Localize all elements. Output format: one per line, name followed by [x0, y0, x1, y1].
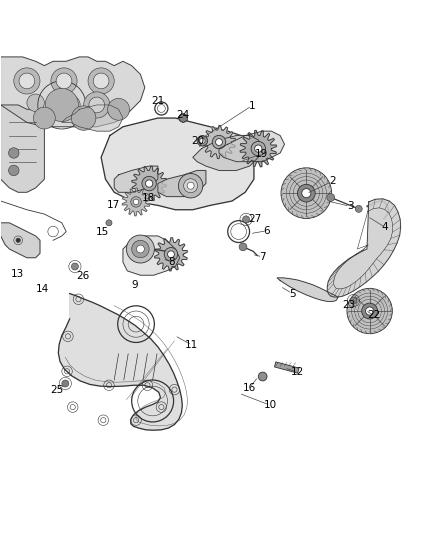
Text: 21: 21	[151, 96, 165, 107]
Text: 16: 16	[243, 383, 256, 393]
Polygon shape	[123, 236, 180, 275]
Polygon shape	[114, 166, 158, 192]
Circle shape	[187, 182, 194, 189]
Circle shape	[45, 88, 78, 122]
Circle shape	[212, 135, 226, 149]
Circle shape	[168, 251, 174, 257]
Text: 14: 14	[35, 284, 49, 294]
Polygon shape	[101, 118, 254, 210]
Circle shape	[281, 168, 332, 219]
Text: 25: 25	[50, 385, 63, 394]
Circle shape	[14, 68, 40, 94]
Circle shape	[243, 216, 250, 223]
Circle shape	[127, 235, 154, 263]
Circle shape	[200, 138, 205, 143]
Circle shape	[9, 165, 19, 176]
Text: 5: 5	[289, 288, 296, 298]
Circle shape	[327, 193, 335, 201]
Circle shape	[61, 95, 80, 115]
Text: 20: 20	[191, 136, 205, 146]
Circle shape	[19, 73, 35, 89]
Circle shape	[347, 288, 392, 334]
Circle shape	[215, 139, 223, 146]
Text: 12: 12	[291, 367, 304, 377]
Text: 1: 1	[248, 101, 255, 111]
Circle shape	[251, 141, 265, 156]
Circle shape	[108, 99, 130, 120]
Circle shape	[106, 220, 112, 226]
Circle shape	[71, 263, 78, 270]
Text: 2: 2	[329, 176, 336, 187]
Circle shape	[164, 247, 178, 261]
Circle shape	[254, 145, 262, 152]
Circle shape	[27, 94, 44, 111]
Polygon shape	[1, 105, 44, 192]
Circle shape	[88, 68, 114, 94]
Circle shape	[184, 179, 198, 193]
Text: 6: 6	[264, 225, 270, 236]
Polygon shape	[1, 223, 40, 258]
Polygon shape	[1, 57, 145, 127]
Polygon shape	[158, 171, 206, 197]
Polygon shape	[58, 294, 182, 430]
Text: 27: 27	[248, 214, 261, 224]
Circle shape	[56, 73, 72, 89]
Text: 3: 3	[346, 201, 353, 211]
Circle shape	[16, 238, 20, 243]
Polygon shape	[219, 131, 285, 161]
Circle shape	[133, 199, 139, 205]
Circle shape	[93, 73, 109, 89]
Text: 15: 15	[95, 228, 109, 237]
Text: 17: 17	[107, 199, 120, 209]
Polygon shape	[122, 188, 150, 216]
Circle shape	[179, 114, 187, 123]
Circle shape	[297, 184, 315, 202]
Circle shape	[355, 205, 362, 212]
Text: 4: 4	[381, 222, 388, 232]
Polygon shape	[240, 131, 276, 167]
Text: 13: 13	[11, 269, 24, 279]
Text: 18: 18	[141, 192, 155, 203]
Polygon shape	[193, 135, 263, 171]
Polygon shape	[62, 105, 123, 131]
Polygon shape	[132, 166, 166, 201]
Text: 19: 19	[255, 149, 268, 159]
Polygon shape	[277, 278, 338, 302]
Circle shape	[197, 135, 208, 146]
Circle shape	[350, 297, 357, 304]
Polygon shape	[202, 125, 236, 159]
Bar	[275, 362, 299, 373]
Text: 10: 10	[264, 400, 277, 410]
Circle shape	[84, 92, 110, 118]
Circle shape	[142, 176, 156, 191]
Text: 7: 7	[259, 252, 266, 262]
Text: 23: 23	[343, 300, 356, 310]
Polygon shape	[155, 238, 187, 271]
Circle shape	[239, 243, 247, 251]
Text: 24: 24	[177, 110, 190, 119]
Circle shape	[137, 245, 145, 253]
Circle shape	[71, 106, 96, 130]
Circle shape	[362, 303, 378, 319]
Circle shape	[366, 307, 374, 315]
Text: 9: 9	[132, 280, 138, 290]
Circle shape	[132, 240, 149, 258]
Circle shape	[178, 174, 203, 198]
Circle shape	[62, 380, 69, 387]
Text: 26: 26	[76, 271, 89, 281]
Circle shape	[145, 180, 153, 187]
Circle shape	[131, 197, 141, 207]
Text: 11: 11	[185, 340, 198, 350]
Circle shape	[9, 148, 19, 158]
Circle shape	[258, 372, 267, 381]
Text: 22: 22	[367, 310, 381, 320]
Circle shape	[89, 97, 105, 113]
Polygon shape	[327, 199, 401, 297]
Circle shape	[33, 107, 55, 129]
Text: 8: 8	[169, 257, 175, 267]
Circle shape	[302, 189, 311, 198]
Circle shape	[51, 68, 77, 94]
